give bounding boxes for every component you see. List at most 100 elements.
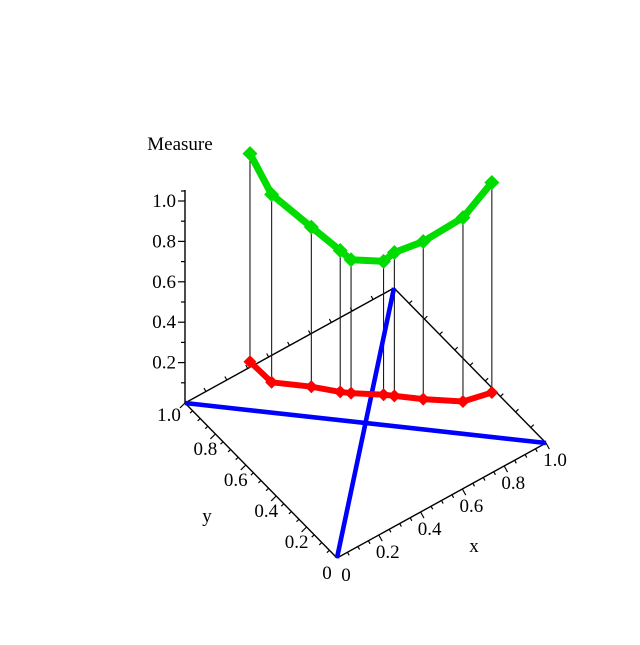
x-minor-tick <box>482 477 486 481</box>
x-minor-tick <box>399 523 402 527</box>
y-axis-label: y <box>202 506 212 527</box>
y-minor-tick <box>227 449 232 453</box>
upper-measure-marker <box>415 234 431 250</box>
y-minor-tick <box>220 441 224 445</box>
z-tick-label: 0.8 <box>152 231 176 252</box>
back-edge-tick <box>266 353 270 358</box>
back-edge-tick <box>224 376 228 381</box>
y-major-tick <box>179 402 186 409</box>
y-tick-label: 0.8 <box>194 439 218 460</box>
y-tick-label: 0.2 <box>285 532 309 553</box>
x-major-tick <box>420 511 425 519</box>
back-edge-tick <box>439 331 443 335</box>
x-minor-tick <box>357 546 361 550</box>
lower-measure-curve <box>246 358 495 405</box>
back-edge-tick <box>530 424 535 428</box>
x-tick-label: 0.6 <box>460 496 484 517</box>
upper-measure-marker <box>484 174 500 190</box>
y-minor-tick <box>258 480 262 484</box>
z-axis-title: Measure <box>147 134 212 155</box>
x-minor-tick <box>514 459 517 464</box>
x-minor-tick <box>409 517 413 522</box>
y-major-tick <box>301 526 308 533</box>
back-edge-tick <box>423 315 428 320</box>
lower-measure-marker <box>416 392 430 406</box>
lower-measure-marker <box>387 389 401 403</box>
upper-measure-marker <box>386 244 402 260</box>
x-minor-tick <box>440 500 444 504</box>
lower-measure-marker <box>344 386 358 400</box>
upper-measure-marker <box>455 210 471 226</box>
y-tick-label: 0.4 <box>254 501 278 522</box>
z-tick-label: 1.0 <box>152 191 176 212</box>
upper-measure-marker <box>376 253 392 269</box>
x-minor-tick <box>472 482 476 487</box>
y-major-tick <box>270 495 277 502</box>
back-edge-tick <box>515 408 519 413</box>
x-major-tick <box>503 465 509 473</box>
lower-measure-marker <box>333 385 347 399</box>
y-minor-tick <box>197 418 201 422</box>
lower-measure-marker <box>377 388 391 402</box>
y-minor-tick <box>296 518 300 523</box>
y-minor-tick <box>250 472 254 476</box>
x-minor-tick <box>524 454 528 458</box>
x-minor-tick <box>367 540 371 545</box>
y-tick-label: 1.0 <box>157 405 181 426</box>
upper-measure-marker <box>332 243 348 259</box>
upper-measure-marker <box>242 146 258 162</box>
x-minor-tick <box>535 448 538 453</box>
y-minor-tick <box>326 549 330 554</box>
y-major-tick <box>240 464 247 471</box>
x-major-tick <box>378 534 383 542</box>
x-axis-label: x <box>469 536 479 557</box>
y-minor-tick <box>265 487 270 492</box>
x-tick-label: 1.0 <box>543 450 567 471</box>
lower-measure-marker <box>265 375 279 389</box>
y-minor-tick <box>288 511 292 515</box>
x-tick-label: 0.2 <box>376 542 400 563</box>
lower-measure-marker <box>243 355 257 369</box>
x-tick-label: 0.4 <box>418 519 442 540</box>
x-tick-label: 0 <box>341 565 351 586</box>
upper-measure-marker <box>303 219 319 235</box>
z-tick-label: 0.6 <box>152 272 176 293</box>
x-tick-label: 0.8 <box>501 473 525 494</box>
back-edge-tick <box>408 300 413 304</box>
y-minor-tick <box>189 410 194 414</box>
back-edge-tick <box>245 364 249 369</box>
base-diagonal-line <box>184 400 547 446</box>
y-minor-tick <box>311 534 315 538</box>
back-edge-tick <box>499 393 504 397</box>
back-edge-tick <box>287 341 291 346</box>
y-minor-tick <box>280 503 285 507</box>
back-edge-tick <box>307 330 311 335</box>
y-tick-label: 0 <box>322 563 332 584</box>
back-edge-tick <box>328 318 332 323</box>
upper-measure-marker <box>343 252 359 268</box>
y-minor-tick <box>235 456 239 461</box>
lower-measure-marker <box>304 380 318 394</box>
y-tick-label: 0.6 <box>224 470 248 491</box>
upper-measure-marker <box>264 186 280 202</box>
x-major-tick <box>545 442 550 450</box>
x-minor-tick <box>388 528 392 533</box>
z-tick-label: 0.2 <box>152 353 176 374</box>
y-minor-tick <box>318 542 323 546</box>
back-edge-tick <box>469 362 474 366</box>
back-edge-tick <box>484 377 489 382</box>
back-edge-tick <box>454 346 459 351</box>
x-minor-tick <box>493 471 496 476</box>
lower-measure-marker <box>456 394 470 408</box>
x-minor-tick <box>346 551 350 556</box>
y-major-tick <box>209 433 216 440</box>
x-minor-tick <box>451 494 455 499</box>
z-tick-label: 0.4 <box>152 312 176 333</box>
lower-measure-marker <box>485 386 499 400</box>
back-edge-tick <box>370 295 374 300</box>
upper-measure-curve <box>246 150 496 265</box>
x-major-tick <box>461 488 467 496</box>
back-edge-tick <box>203 387 207 392</box>
